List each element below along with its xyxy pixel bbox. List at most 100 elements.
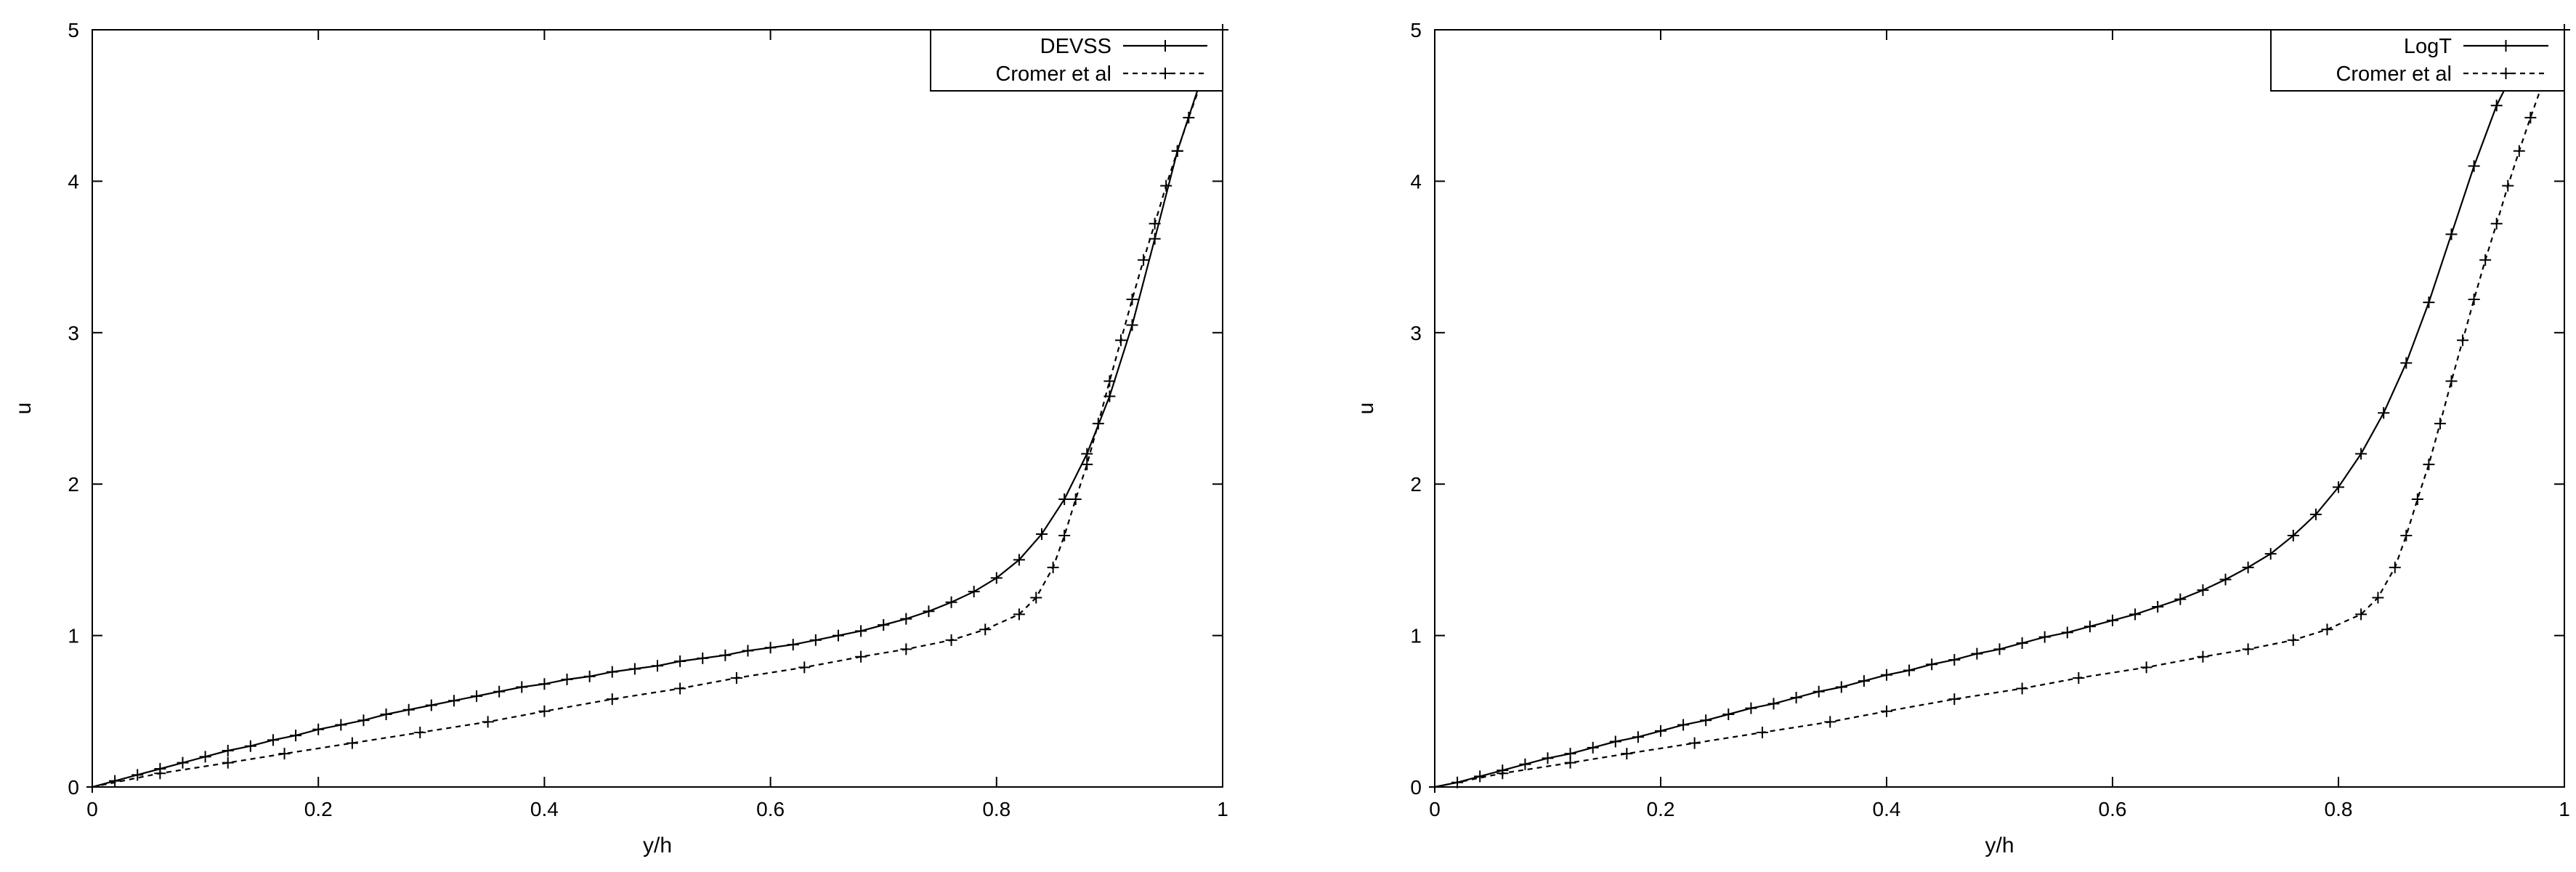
right-data-point <box>1824 716 1836 728</box>
right-series-line <box>1434 28 2565 788</box>
right-legend-label: Cromer et al <box>2336 62 2452 86</box>
left-x-tick-label: 1 <box>1217 798 1228 820</box>
left-y-tick-label: 2 <box>68 473 79 496</box>
left-data-point <box>199 751 211 763</box>
right-data-point <box>1881 705 1892 717</box>
right-legend-box <box>2270 29 2565 92</box>
left-data-point <box>990 572 1003 584</box>
left-data-point <box>900 643 912 655</box>
left-data-point <box>1126 293 1138 305</box>
right-data-point <box>2468 160 2480 172</box>
right-data-point <box>2423 459 2435 471</box>
right-data-point <box>1564 756 1576 769</box>
right-data-point <box>2457 334 2469 347</box>
right-series-primary <box>1429 24 2570 793</box>
right-data-point <box>2372 592 2384 604</box>
left-data-point <box>109 775 121 787</box>
right-data-point <box>2400 530 2413 542</box>
left-data-point <box>402 703 415 716</box>
right-data-point <box>1519 758 1531 770</box>
left-data-point <box>945 596 957 608</box>
right-y-tick-label: 1 <box>1410 625 1422 647</box>
right-data-point <box>2378 407 2390 419</box>
left-data-point <box>1149 217 1161 230</box>
right-data-point <box>1790 692 1802 704</box>
left-data-point <box>878 619 890 631</box>
right-data-point <box>2423 296 2435 309</box>
right-data-point <box>1609 735 1621 748</box>
left-plot-frame <box>92 29 1223 788</box>
right-data-point <box>1496 767 1509 780</box>
left-data-point <box>1126 319 1138 331</box>
right-data-point <box>2264 548 2277 560</box>
right-data-point <box>2479 254 2492 266</box>
right-x-tick-label: 0 <box>1429 798 1441 820</box>
left-data-point <box>312 723 325 735</box>
right-data-point <box>1926 658 1938 671</box>
right-data-point <box>2107 614 2118 626</box>
left-series-primary <box>86 24 1228 793</box>
right-data-point <box>2468 293 2480 305</box>
right-data-point <box>1700 714 1712 727</box>
right-y-axis-label: u <box>1354 403 1378 415</box>
left-data-point <box>855 650 867 663</box>
right-data-point <box>1542 752 1554 764</box>
right-data-point <box>1722 708 1735 720</box>
right-series-cromer <box>1429 24 2570 793</box>
right-y-tick-label: 5 <box>1410 19 1422 41</box>
left-data-point <box>1058 530 1071 542</box>
right-legend-sample-marker <box>2500 68 2512 79</box>
right-x-tick-label: 0.8 <box>2325 798 2353 820</box>
left-data-point <box>561 674 573 686</box>
left-data-point <box>697 652 709 664</box>
left-y-tick-label: 0 <box>68 776 79 799</box>
left-data-point <box>335 719 347 731</box>
left-data-point <box>652 660 663 672</box>
left-x-tick-label: 0 <box>86 798 98 820</box>
right-data-point <box>2490 100 2503 112</box>
right-data-point <box>2083 621 2096 633</box>
left-data-point <box>414 726 426 738</box>
right-x-axis-label: y/h <box>1985 833 2014 857</box>
right-x-tick-label: 0.6 <box>2099 798 2127 820</box>
right-data-point <box>2389 561 2401 573</box>
right-data-point <box>1903 664 1916 677</box>
left-data-point <box>1081 459 1093 471</box>
left-legend-sample-marker <box>1159 68 1171 79</box>
left-data-point <box>1114 334 1127 347</box>
right-data-point <box>1812 685 1825 698</box>
left-data-point <box>1036 528 1048 540</box>
left-series-line <box>92 29 1224 788</box>
left-data-point <box>538 705 551 717</box>
left-data-point <box>177 756 189 769</box>
right-data-point <box>1948 693 1961 706</box>
right-data-point <box>1881 669 1892 681</box>
right-data-point <box>2524 111 2537 124</box>
left-data-point <box>1047 561 1059 573</box>
left-data-point <box>1013 554 1025 566</box>
left-legend: DEVSS Cromer et al <box>930 29 1223 92</box>
right-data-point <box>1858 675 1870 687</box>
right-data-point <box>2242 643 2254 655</box>
right-y-tick-label: 4 <box>1410 170 1422 193</box>
right-data-point <box>2073 671 2085 684</box>
right-data-point <box>1621 748 1633 760</box>
left-data-point <box>832 629 844 642</box>
right-data-point <box>1835 681 1847 693</box>
right-data-point <box>2287 530 2299 542</box>
left-data-point <box>855 625 867 637</box>
right-data-point <box>1587 741 1599 754</box>
left-data-point <box>267 734 279 746</box>
left-data-point <box>1058 493 1071 506</box>
left-x-tick-label: 0.4 <box>530 798 559 820</box>
left-data-point <box>1171 145 1183 157</box>
right-data-point <box>2174 593 2187 605</box>
right-data-point <box>2355 608 2368 621</box>
left-x-tick-label: 0.6 <box>756 798 785 820</box>
left-data-point <box>606 666 618 678</box>
left-data-point <box>471 690 483 702</box>
left-data-point <box>1160 179 1172 192</box>
left-data-point <box>1013 608 1025 621</box>
right-data-point <box>1993 643 2006 655</box>
left-data-point <box>1081 448 1093 460</box>
